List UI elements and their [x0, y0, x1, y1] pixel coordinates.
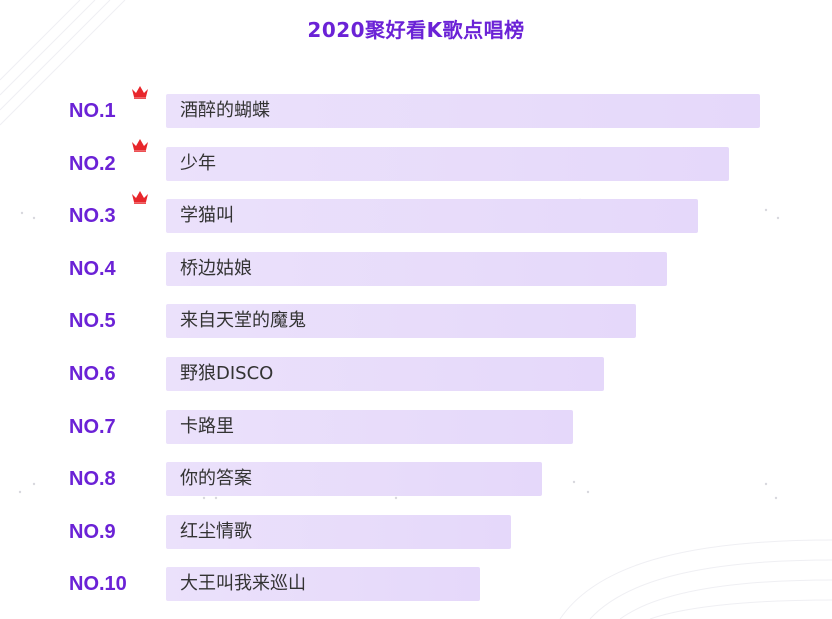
bar-rank-4 [166, 252, 667, 286]
bar-rank-3 [166, 199, 698, 233]
rank-label-5: NO.5 [69, 310, 116, 332]
bar-rank-1 [166, 94, 760, 128]
song-title-9: 红尘情歌 [180, 521, 252, 542]
song-title-5: 来自天堂的魔鬼 [180, 310, 306, 331]
bar-rank-8 [166, 462, 542, 496]
bar-rank-2 [166, 147, 729, 181]
rank-label-8: NO.8 [69, 468, 116, 490]
rank-label-4: NO.4 [69, 258, 116, 280]
bar-rank-10 [166, 567, 480, 601]
chart-title: 2020聚好看K歌点唱榜 [307, 18, 525, 42]
bar-rank-6 [166, 357, 604, 391]
crown-icon [132, 191, 148, 204]
song-title-1: 酒醉的蝴蝶 [180, 100, 270, 121]
crown-icon [132, 86, 148, 99]
rank-label-6: NO.6 [69, 363, 116, 385]
crown-icon [132, 139, 148, 152]
song-title-3: 学猫叫 [180, 205, 234, 226]
song-title-4: 桥边姑娘 [180, 258, 252, 279]
rank-label-3: NO.3 [69, 205, 116, 227]
song-title-6: 野狼DISCO [180, 363, 274, 384]
song-title-10: 大王叫我来巡山 [180, 573, 306, 594]
song-title-7: 卡路里 [180, 416, 234, 437]
rank-label-7: NO.7 [69, 416, 116, 438]
rank-label-9: NO.9 [69, 521, 116, 543]
rank-label-10: NO.10 [69, 573, 127, 595]
song-title-2: 少年 [180, 153, 216, 174]
song-title-8: 你的答案 [180, 468, 252, 489]
bar-rank-9 [166, 515, 511, 549]
bar-rank-5 [166, 304, 636, 338]
bar-rank-7 [166, 410, 573, 444]
rank-label-1: NO.1 [69, 100, 116, 122]
rank-label-2: NO.2 [69, 153, 116, 175]
